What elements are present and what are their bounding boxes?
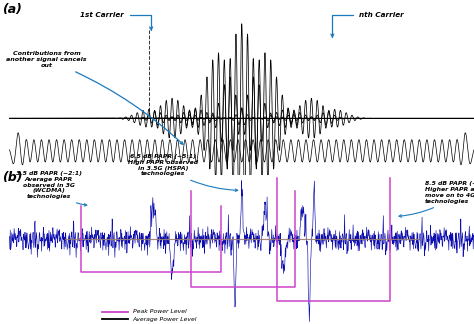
Text: nth Carrier: nth Carrier: [331, 13, 403, 37]
Text: (b): (b): [2, 171, 23, 184]
Text: 6.5 dB PAPR (~5:1)
High PAPR observed
in 3.5G (HSPA)
technologies: 6.5 dB PAPR (~5:1) High PAPR observed in…: [128, 154, 238, 191]
Text: 1st Carrier: 1st Carrier: [81, 13, 153, 30]
Text: Peak Power Level: Peak Power Level: [133, 309, 186, 314]
Text: 3.5 dB PAPR (~2:1)
Average PAPR
observed in 3G
(WCDMA)
technologies: 3.5 dB PAPR (~2:1) Average PAPR observed…: [16, 171, 87, 206]
Text: Contributions from
another signal cancels
out: Contributions from another signal cancel…: [6, 51, 183, 144]
Text: Average Power Level: Average Power Level: [133, 317, 197, 322]
Text: 8.5 dB PAPR (~8:1)
Higher PAPR as we
move on to 4G (LTE)
technologies: 8.5 dB PAPR (~8:1) Higher PAPR as we mov…: [399, 181, 474, 217]
Text: (a): (a): [2, 3, 22, 16]
